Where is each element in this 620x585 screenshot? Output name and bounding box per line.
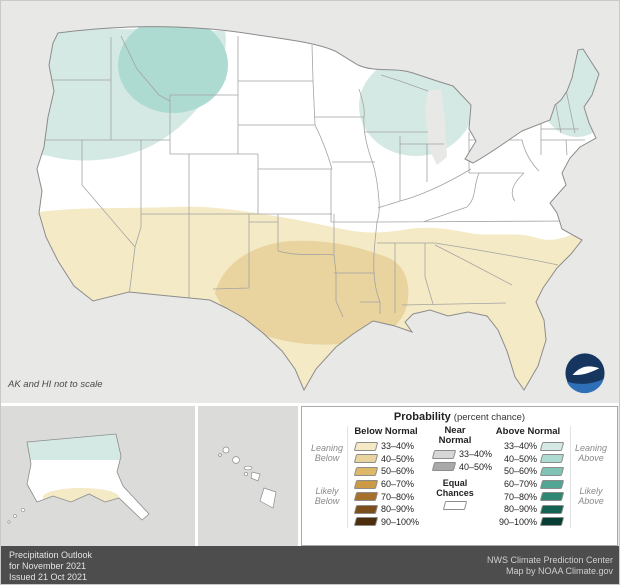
below-swatch <box>353 454 379 464</box>
region-above-40-50-montana <box>118 26 228 113</box>
hawaii-background <box>198 406 298 546</box>
below-swatch <box>353 466 379 476</box>
legend-below-column: Below Normal 33–40% 40–50% 50–60% 60–70%… <box>348 426 424 528</box>
footer-bar: Precipitation Outlook for November 2021 … <box>1 546 619 584</box>
legend-row: 70–80% <box>486 490 570 503</box>
likely-above-label: Likely Above <box>578 486 604 506</box>
below-swatch <box>353 492 379 502</box>
legend-row: 40–50% <box>348 453 424 466</box>
near-swatch <box>431 462 457 472</box>
legend-title: Probability (percent chance) <box>307 411 612 423</box>
above-normal-header: Above Normal <box>495 426 561 437</box>
likely-below-label: Likely Below <box>314 486 340 506</box>
below-normal-header: Below Normal <box>354 426 418 437</box>
alaska-inset <box>1 406 198 546</box>
legend-row: 40–50% <box>424 461 492 474</box>
state-borders <box>41 35 585 318</box>
footer-left-text: Precipitation Outlook for November 2021 … <box>9 549 93 582</box>
legend-row: 80–90% <box>486 503 570 516</box>
equal-chances-swatch <box>442 501 468 511</box>
legend-title-main: Probability <box>393 411 451 423</box>
lake-michigan <box>425 89 447 165</box>
legend-row: 40–50% <box>486 453 570 466</box>
noaa-logo-ocean <box>566 378 604 394</box>
legend-near-column: Near Normal 33–40% 40–50% Equal Chances <box>424 425 492 528</box>
legend-row: 33–40% <box>348 440 424 453</box>
above-swatch <box>539 492 565 502</box>
hawaii-inset <box>198 406 301 546</box>
below-swatch <box>353 517 379 527</box>
above-swatch <box>539 479 565 489</box>
below-swatch <box>353 504 379 514</box>
leaning-above-label: Leaning Above <box>574 443 608 463</box>
legend-row: 33–40% <box>424 448 492 461</box>
leaning-below-label: Leaning Below <box>310 443 344 463</box>
above-swatch <box>539 504 565 514</box>
conus-map-panel: AK and HI not to scale <box>1 1 619 403</box>
below-swatch <box>353 441 379 451</box>
legend-row: 90–100% <box>348 516 424 529</box>
legend-row: 50–60% <box>348 465 424 478</box>
legend-row <box>424 501 486 511</box>
legend-row: 60–70% <box>348 478 424 491</box>
legend-row: 33–40% <box>486 440 570 453</box>
above-swatch <box>539 517 565 527</box>
hawaii-islands <box>218 446 277 509</box>
alaska-map <box>1 406 195 546</box>
noaa-gull-icon <box>572 366 600 376</box>
legend-above-column: Above Normal 33–40% 40–50% 50–60% 60–70%… <box>486 426 570 528</box>
legend-grid: Leaning Below Likely Below Below Normal 33… <box>307 425 612 529</box>
inset-row: Probability (percent chance) Leaning Belo… <box>1 403 619 546</box>
aleutian-islands <box>7 508 25 524</box>
legend-row: 60–70% <box>486 478 570 491</box>
legend-above-side-labels: Leaning Above Likely Above <box>570 426 611 529</box>
above-swatch <box>539 466 565 476</box>
equal-chances-label: Equal Chances <box>436 478 474 499</box>
noaa-logo <box>565 353 605 394</box>
legend-row: 80–90% <box>348 503 424 516</box>
above-swatch <box>539 441 565 451</box>
below-swatch <box>353 479 379 489</box>
footer-right-text: NWS Climate Prediction Center Map by NOA… <box>486 555 613 576</box>
legend-below-side-labels: Leaning Below Likely Below <box>307 426 348 529</box>
legend-row: 90–100% <box>486 516 570 529</box>
legend-panel: Probability (percent chance) Leaning Belo… <box>301 406 618 546</box>
conus-map <box>1 1 619 403</box>
near-swatch <box>431 449 457 459</box>
region-below-40-50 <box>215 240 409 345</box>
scale-note: AK and HI not to scale <box>8 379 103 390</box>
legend-row: 50–60% <box>486 465 570 478</box>
legend-title-suffix: (percent chance) <box>453 412 526 423</box>
above-swatch <box>539 454 565 464</box>
legend-row: 70–80% <box>348 490 424 503</box>
near-normal-header: Near Normal <box>438 425 472 446</box>
hawaii-map <box>198 406 298 546</box>
